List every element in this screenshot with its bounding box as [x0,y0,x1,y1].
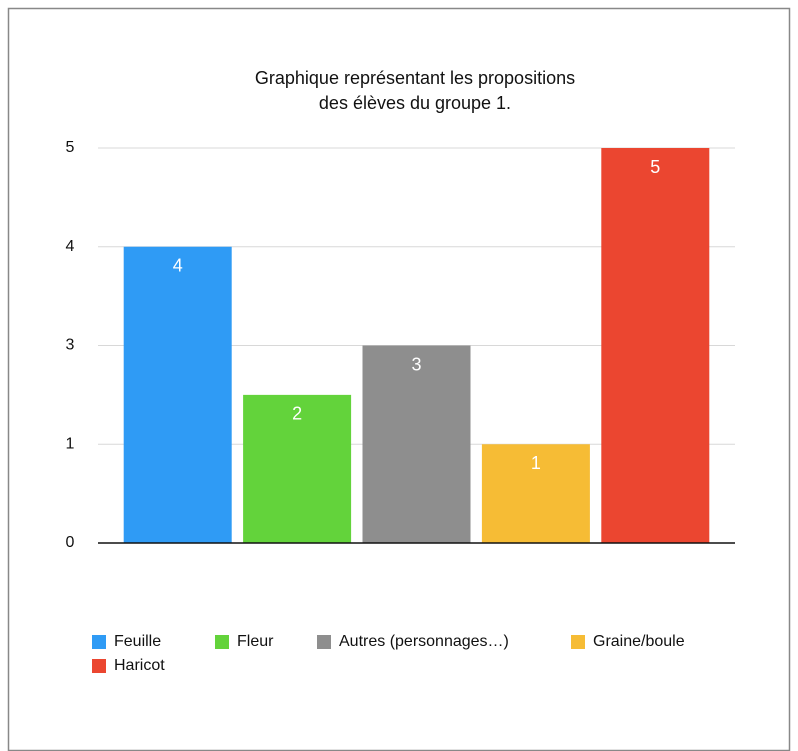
data-label: 2 [292,404,302,424]
bar [481,444,590,543]
y-tick-label: 0 [66,534,75,551]
bar [123,246,232,543]
legend-label: Graine/boule [593,633,685,650]
legend-label: Feuille [114,633,161,650]
data-label: 3 [411,354,421,374]
y-tick-label: 4 [66,238,75,255]
chart-title: Graphique représentant les propositions [255,68,575,88]
bar [243,394,352,543]
legend-swatch [92,635,106,649]
legend-label: Fleur [237,633,274,650]
legend-swatch [571,635,585,649]
legend-swatch [215,635,229,649]
chart-title: des élèves du groupe 1. [319,93,511,113]
y-tick-label: 5 [66,139,75,156]
legend-label: Haricot [114,657,165,674]
data-label: 1 [531,453,541,473]
bar [601,148,710,543]
legend-label: Autres (personnages…) [339,633,509,650]
data-label: 5 [650,157,660,177]
bar [362,345,471,543]
y-tick-label: 1 [66,435,75,452]
data-label: 4 [173,256,183,276]
legend-swatch [92,659,106,673]
legend-swatch [317,635,331,649]
y-tick-label: 3 [66,337,75,354]
